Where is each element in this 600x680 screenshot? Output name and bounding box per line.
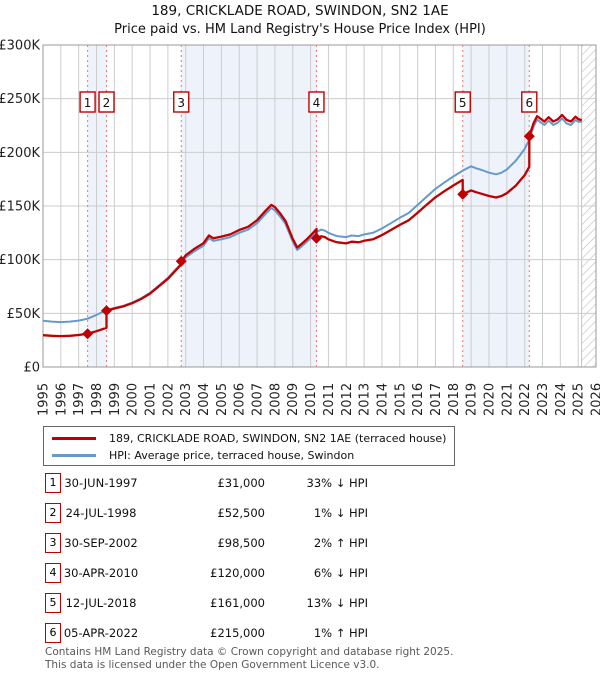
- property-line-swatch: [52, 437, 96, 440]
- svg-text:£150K: £150K: [0, 200, 40, 215]
- svg-text:2009: 2009: [286, 383, 301, 416]
- chart-title: 189, CRICKLADE ROAD, SWINDON, SN2 1AE: [151, 3, 449, 19]
- svg-text:1: 1: [84, 96, 92, 110]
- svg-text:2015: 2015: [393, 383, 408, 416]
- svg-text:£250K: £250K: [0, 92, 40, 107]
- svg-text:2010: 2010: [304, 383, 319, 416]
- svg-text:2001: 2001: [144, 383, 159, 416]
- svg-text:2014: 2014: [375, 383, 390, 416]
- sale-hpi-diff: 1% ↓ HPI: [313, 506, 368, 520]
- svg-text:£50K: £50K: [7, 307, 41, 322]
- license-line-2: This data is licensed under the Open Gov…: [45, 658, 380, 671]
- table-row: 3 30-SEP-2002 £98,500 2% ↑ HPI: [43, 528, 463, 558]
- table-row: 1 30-JUN-1997 £31,000 33% ↓ HPI: [43, 468, 463, 498]
- legend-row-hpi: HPI: Average price, terraced house, Swin…: [44, 447, 454, 464]
- sale-number-badge: 4: [45, 563, 61, 583]
- sale-hpi-diff: 33% ↓ HPI: [306, 476, 368, 490]
- svg-text:2003: 2003: [179, 383, 194, 416]
- svg-text:6: 6: [525, 96, 533, 110]
- chart-subtitle: Price paid vs. HM Land Registry's House …: [114, 22, 486, 37]
- svg-text:3: 3: [177, 96, 185, 110]
- y-axis-labels: £0 £50K £100K £150K £200K £250K £300K: [0, 39, 40, 376]
- svg-text:2024: 2024: [554, 383, 569, 416]
- svg-text:2013: 2013: [358, 383, 373, 416]
- svg-text:2000: 2000: [126, 383, 141, 416]
- x-axis-labels: 1995 1996 1997 1998 1999 2000 2001 2002 2003 2004…: [37, 383, 600, 416]
- svg-text:2026: 2026: [590, 383, 600, 416]
- sale-price: £215,000: [210, 626, 265, 640]
- table-row: 5 12-JUL-2018 £161,000 13% ↓ HPI: [43, 588, 463, 618]
- svg-text:2005: 2005: [215, 383, 230, 416]
- svg-text:1999: 1999: [108, 383, 123, 416]
- hpi-line-swatch: [52, 454, 96, 457]
- sale-point-markers: [82, 130, 535, 340]
- svg-text:2008: 2008: [268, 383, 283, 416]
- sale-hpi-diff: 13% ↓ HPI: [306, 596, 368, 610]
- price-paid-line: [42, 113, 583, 338]
- table-row: 4 30-APR-2010 £120,000 6% ↓ HPI: [43, 558, 463, 588]
- svg-text:£100K: £100K: [0, 253, 40, 268]
- sale-hpi-diff: 1% ↑ HPI: [313, 626, 368, 640]
- sale-price: £98,500: [217, 536, 265, 550]
- svg-text:2019: 2019: [465, 383, 480, 416]
- sale-date: 30-SEP-2002: [64, 536, 138, 550]
- svg-text:2006: 2006: [233, 383, 248, 416]
- svg-text:1997: 1997: [72, 383, 87, 416]
- svg-text:4: 4: [313, 96, 321, 110]
- svg-text:2016: 2016: [411, 383, 426, 416]
- sale-number-badge: 3: [45, 533, 61, 553]
- plot-border: [42, 44, 597, 368]
- svg-text:£300K: £300K: [0, 39, 40, 54]
- svg-text:£0: £0: [23, 361, 40, 376]
- svg-text:2020: 2020: [483, 383, 498, 416]
- svg-text:1995: 1995: [37, 383, 52, 416]
- svg-text:2021: 2021: [500, 383, 515, 416]
- sale-number-badge: 5: [45, 593, 61, 613]
- sale-number-badge: 6: [45, 623, 61, 643]
- svg-text:1996: 1996: [54, 383, 69, 416]
- legend-label-property: 189, CRICKLADE ROAD, SWINDON, SN2 1AE (t…: [109, 432, 447, 445]
- sale-date: 24-JUL-1998: [65, 506, 137, 520]
- svg-text:£200K: £200K: [0, 146, 40, 161]
- legend-label-hpi: HPI: Average price, terraced house, Swin…: [109, 449, 355, 462]
- sale-number-badge: 2: [45, 503, 61, 523]
- sale-date: 12-JUL-2018: [65, 596, 137, 610]
- svg-text:2018: 2018: [447, 383, 462, 416]
- sale-number-badge: 1: [45, 473, 61, 493]
- svg-text:2023: 2023: [536, 383, 551, 416]
- svg-text:5: 5: [459, 96, 467, 110]
- svg-text:2: 2: [103, 96, 111, 110]
- svg-text:2007: 2007: [251, 383, 266, 416]
- table-row: 6 05-APR-2022 £215,000 1% ↑ HPI: [43, 618, 463, 648]
- svg-text:2022: 2022: [518, 383, 533, 416]
- svg-text:2012: 2012: [340, 383, 355, 416]
- svg-text:2011: 2011: [322, 383, 337, 416]
- sale-hpi-diff: 6% ↓ HPI: [313, 566, 368, 580]
- sale-price: £52,500: [217, 506, 265, 520]
- svg-text:1998: 1998: [90, 383, 105, 416]
- license-note: Contains HM Land Registry data © Crown c…: [45, 646, 595, 671]
- table-row: 2 24-JUL-1998 £52,500 1% ↓ HPI: [43, 498, 463, 528]
- svg-text:2025: 2025: [572, 383, 587, 416]
- svg-text:2002: 2002: [161, 383, 176, 416]
- sale-price: £120,000: [210, 566, 265, 580]
- svg-text:2017: 2017: [429, 383, 444, 416]
- sales-table: 1 30-JUN-1997 £31,000 33% ↓ HPI 2 24-JUL…: [43, 468, 463, 648]
- svg-text:2004: 2004: [197, 383, 212, 416]
- license-line-1: Contains HM Land Registry data © Crown c…: [45, 646, 454, 658]
- legend-row-property: 189, CRICKLADE ROAD, SWINDON, SN2 1AE (t…: [44, 430, 454, 447]
- sale-date: 30-APR-2010: [63, 566, 139, 580]
- sale-price: £161,000: [210, 596, 265, 610]
- price-history-chart: 1 2 3 4 5 6 £0 £50K £100K £150K £200K £250K £300K 199…: [0, 39, 600, 417]
- sale-price: £31,000: [217, 476, 265, 490]
- sale-date: 05-APR-2022: [63, 626, 139, 640]
- chart-legend: 189, CRICKLADE ROAD, SWINDON, SN2 1AE (t…: [43, 426, 455, 466]
- sale-date-lines: [87, 45, 530, 367]
- sale-hpi-diff: 2% ↑ HPI: [313, 536, 368, 550]
- sale-date: 30-JUN-1997: [64, 476, 138, 490]
